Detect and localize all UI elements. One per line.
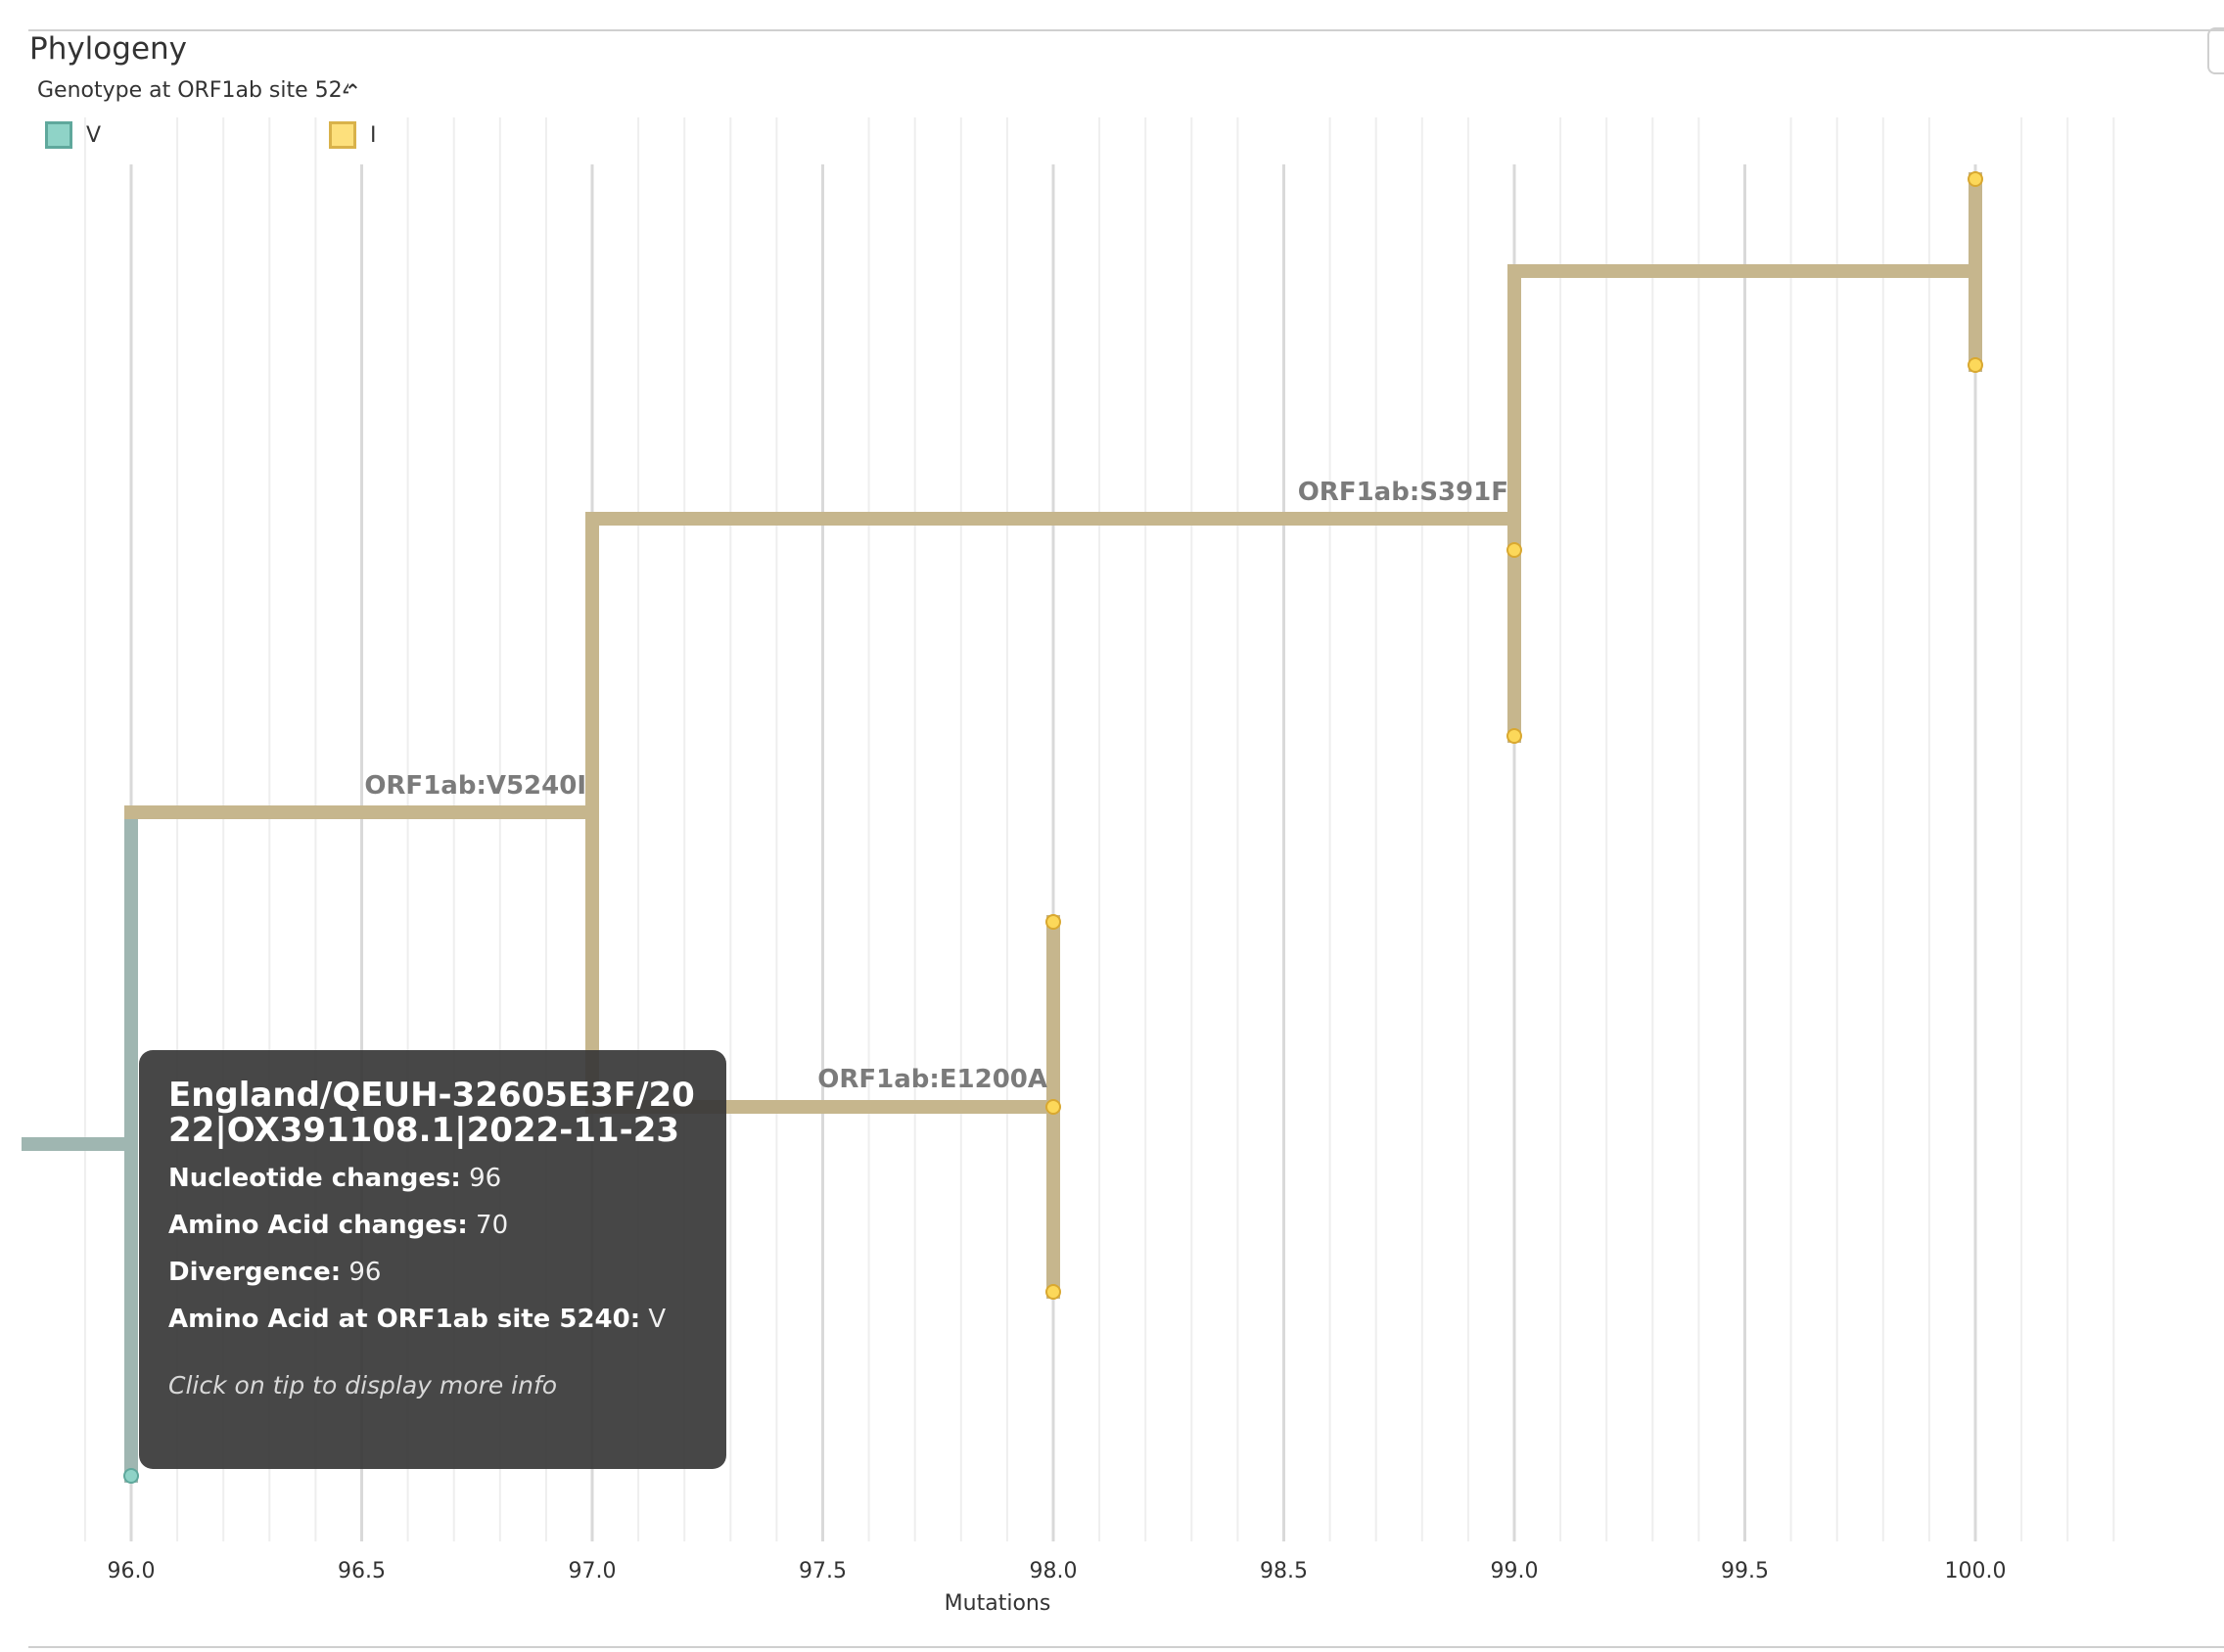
- branches: [22, 172, 1982, 1483]
- x-tick-label: 96.0: [108, 1559, 156, 1583]
- tooltip-key: Nucleotide changes:: [168, 1164, 461, 1193]
- x-tick-label: 99.5: [1721, 1559, 1769, 1583]
- tooltip-row-divergence: Divergence: 96: [168, 1258, 697, 1287]
- tip-tooltip: England/QEUH-32605E3F/2022|OX391108.1|20…: [139, 1050, 726, 1469]
- panel-title: Phylogeny: [29, 31, 188, 67]
- x-axis-ticks: 96.0 96.5 97.0 97.5 98.0 98.5 99.0 99.5 100.0: [108, 1559, 2007, 1583]
- x-tick-label: 97.5: [799, 1559, 847, 1583]
- legend-item-i[interactable]: I: [329, 119, 377, 151]
- legend-swatch-v: [45, 121, 72, 149]
- branch-labels: ORF1ab:V5240I ORF1ab:E1200A ORF1ab:S391F: [364, 478, 1508, 1094]
- chevron-up-icon[interactable]: ⌃: [345, 79, 361, 103]
- legend-item-v[interactable]: V: [45, 119, 101, 151]
- branch-label: ORF1ab:E1200A: [817, 1065, 1047, 1094]
- tooltip-row-aa-site: Amino Acid at ORF1ab site 5240: V: [168, 1305, 697, 1334]
- tooltip-title: England/QEUH-32605E3F/2022|OX391108.1|20…: [168, 1076, 695, 1150]
- legend-label-v: V: [86, 122, 102, 148]
- tip-node: [1968, 171, 1983, 187]
- legend-header[interactable]: Genotype at ORF1ab site 5240⌃: [37, 78, 361, 103]
- tooltip-key: Divergence:: [168, 1258, 342, 1287]
- x-tick-label: 99.0: [1491, 1559, 1539, 1583]
- tooltip-value: 96: [348, 1258, 382, 1287]
- panel-top-border: [28, 29, 2224, 31]
- tip-node: [1045, 1099, 1061, 1115]
- x-tick-label: 96.5: [338, 1559, 386, 1583]
- tooltip-value: 70: [476, 1211, 509, 1240]
- tooltip-hint: Click on tip to display more info: [168, 1371, 558, 1400]
- branch-label: ORF1ab:S391F: [1298, 478, 1508, 507]
- tooltip-key: Amino Acid changes:: [168, 1211, 468, 1240]
- tooltip-row-nucleotide: Nucleotide changes: 96: [168, 1164, 697, 1193]
- tip-node: [1506, 542, 1522, 558]
- tooltip-row-aa-changes: Amino Acid changes: 70: [168, 1211, 697, 1240]
- branch-label: ORF1ab:V5240I: [364, 771, 586, 801]
- panel-side-button[interactable]: [2207, 27, 2224, 74]
- legend-label-i: I: [370, 122, 377, 148]
- x-tick-label: 98.0: [1030, 1559, 1078, 1583]
- panel-bottom-border: [28, 1646, 2224, 1648]
- tip-node: [1045, 1284, 1061, 1300]
- x-tick-label: 98.5: [1260, 1559, 1308, 1583]
- legend-swatch-i: [329, 121, 356, 149]
- x-tick-label: 100.0: [1945, 1559, 2007, 1583]
- legend-title: Genotype at ORF1ab site 5240: [37, 78, 348, 103]
- tooltip-key: Amino Acid at ORF1ab site 5240:: [168, 1305, 641, 1334]
- tip-node: [123, 1468, 139, 1484]
- tip-node: [1968, 357, 1983, 373]
- tooltip-value: V: [648, 1305, 667, 1334]
- tips: [123, 171, 1983, 1484]
- tip-node: [1506, 728, 1522, 744]
- x-axis-label: Mutations: [945, 1591, 1051, 1616]
- tooltip-value: 96: [469, 1164, 502, 1193]
- x-tick-label: 97.0: [569, 1559, 617, 1583]
- tip-node: [1045, 914, 1061, 930]
